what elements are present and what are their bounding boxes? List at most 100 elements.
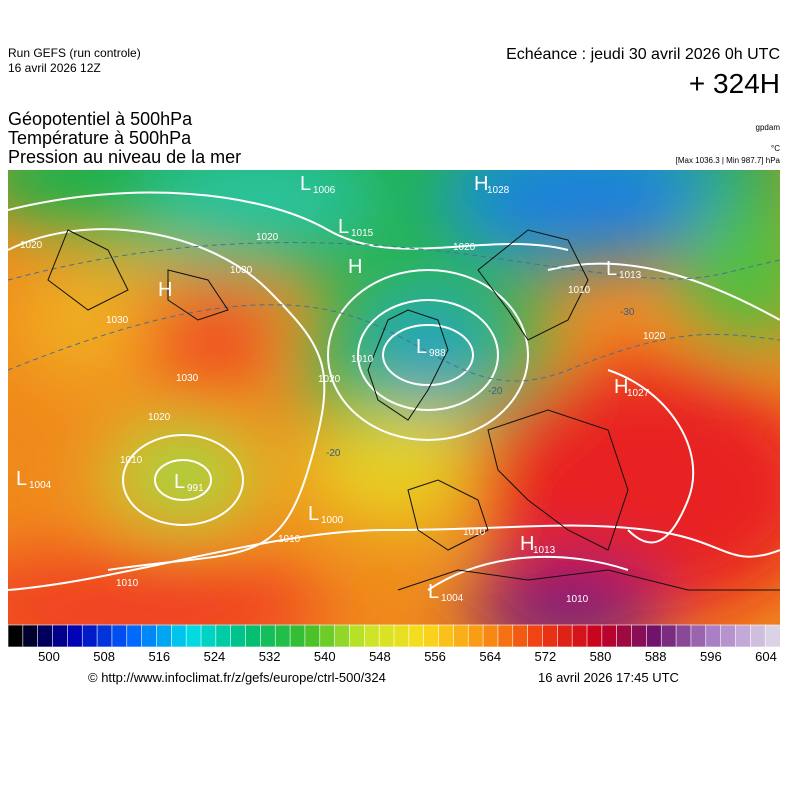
color-swatch [690, 624, 707, 648]
colorbar-tick: 588 [644, 649, 667, 664]
colorbar-tick: 500 [38, 649, 60, 664]
color-swatch [408, 624, 425, 648]
colorbar-tick: 572 [534, 649, 557, 664]
color-swatch [467, 624, 484, 648]
color-swatch [601, 624, 618, 648]
color-swatch [319, 624, 336, 648]
center-letter: L [174, 471, 185, 493]
isotherm-label: -30 [620, 307, 635, 318]
center-letter: H [348, 256, 362, 278]
center-value: 1004 [29, 480, 52, 491]
color-swatch [81, 624, 98, 648]
horizon: + 324H [688, 68, 780, 99]
color-swatch [660, 624, 677, 648]
color-swatch [141, 624, 158, 648]
colorbar-tick: 604 [755, 649, 777, 664]
center-letter: H [158, 279, 172, 301]
color-swatch [52, 624, 69, 648]
color-swatch [571, 624, 588, 648]
color-swatch [616, 624, 633, 648]
field-shading [8, 170, 780, 625]
color-swatch [675, 624, 692, 648]
color-swatch [200, 624, 217, 648]
colorbar-tick: 508 [93, 649, 115, 664]
center-letter: L [416, 336, 427, 358]
unit: [Max 1036.3 | Min 987.7] hPa [675, 156, 780, 165]
colorbar-tick: 580 [589, 649, 612, 664]
color-swatch [289, 624, 306, 648]
color-swatch [453, 624, 470, 648]
center-value: 1006 [313, 185, 336, 196]
color-swatch [274, 624, 291, 648]
isobar-label: 1010 [116, 578, 139, 589]
isobar-label: 1020 [20, 240, 43, 251]
colorbar-tick: 564 [479, 649, 502, 664]
color-swatch [557, 624, 573, 648]
isobar-label: 1010 [278, 534, 301, 545]
color-swatch [586, 624, 603, 648]
issued: 16 avril 2026 17:45 UTC [538, 670, 679, 685]
color-swatch [646, 624, 663, 648]
contour-labels: 1020 1030 1030 1030 1020 1010 1010 1010 1020 1020… [20, 232, 666, 605]
color-swatch [22, 624, 39, 648]
field: Géopotentiel à 500hPa [8, 109, 193, 129]
isobar-label: 1020 [318, 374, 341, 385]
isotherms [8, 242, 780, 382]
color-swatch [438, 624, 455, 648]
coastlines [47, 229, 780, 591]
color-swatch [393, 624, 410, 648]
isotherm-label: -20 [326, 448, 341, 459]
color-swatch [304, 624, 321, 648]
color-swatch [37, 624, 54, 648]
isobar-label: 1010 [463, 527, 486, 538]
color-swatch [171, 624, 187, 648]
color-swatch [245, 624, 262, 648]
color-swatch [230, 624, 247, 648]
color-swatch [764, 624, 780, 648]
colorbar [8, 624, 780, 648]
isobar-label: 1010 [351, 354, 374, 365]
center-value: 988 [429, 348, 446, 359]
isobars [8, 191, 780, 591]
color-swatch [527, 624, 544, 648]
isobar-label: 1030 [106, 315, 129, 326]
run-date: 16 avril 2026 12Z [8, 61, 101, 75]
colorbar-tick: 532 [258, 649, 281, 664]
color-swatch [497, 624, 514, 648]
center-value: 1013 [619, 270, 642, 281]
field: Température à 500hPa [8, 128, 192, 148]
colorbar-tick: 524 [203, 649, 226, 664]
center-letter: L [300, 173, 311, 195]
color-swatch [512, 624, 529, 648]
center-value: 1015 [351, 228, 374, 239]
isobar-label: 1020 [643, 331, 666, 342]
color-swatch [423, 624, 440, 648]
isobar-label: 1020 [148, 412, 171, 423]
run: Run GEFS (run controle) [8, 46, 141, 60]
center-value: 1004 [441, 593, 464, 604]
center-letter: L [308, 503, 319, 525]
color-swatch [631, 624, 648, 648]
colorbar-tick: 596 [699, 649, 722, 664]
center-letter: L [606, 258, 617, 280]
color-swatch [542, 624, 559, 648]
color-swatch [156, 624, 173, 648]
color-swatch [185, 624, 202, 648]
center-letter: L [338, 216, 349, 238]
center-value: 1000 [321, 515, 344, 526]
echeance: Echéance : jeudi 30 avril 2026 0h UTC [506, 46, 780, 63]
isobar-label: 1020 [453, 242, 476, 253]
center-value: 991 [187, 483, 204, 494]
colorbar-tick: 540 [313, 649, 336, 664]
color-swatch [378, 624, 395, 648]
isobar-label: 1010 [566, 594, 589, 605]
color-swatch [215, 624, 232, 648]
center-letter: H [614, 376, 628, 398]
color-swatch [8, 624, 24, 648]
color-swatch [482, 624, 499, 648]
color-swatch [260, 624, 277, 648]
center-value: 1028 [487, 185, 510, 196]
isobar-label: 1010 [568, 285, 591, 296]
